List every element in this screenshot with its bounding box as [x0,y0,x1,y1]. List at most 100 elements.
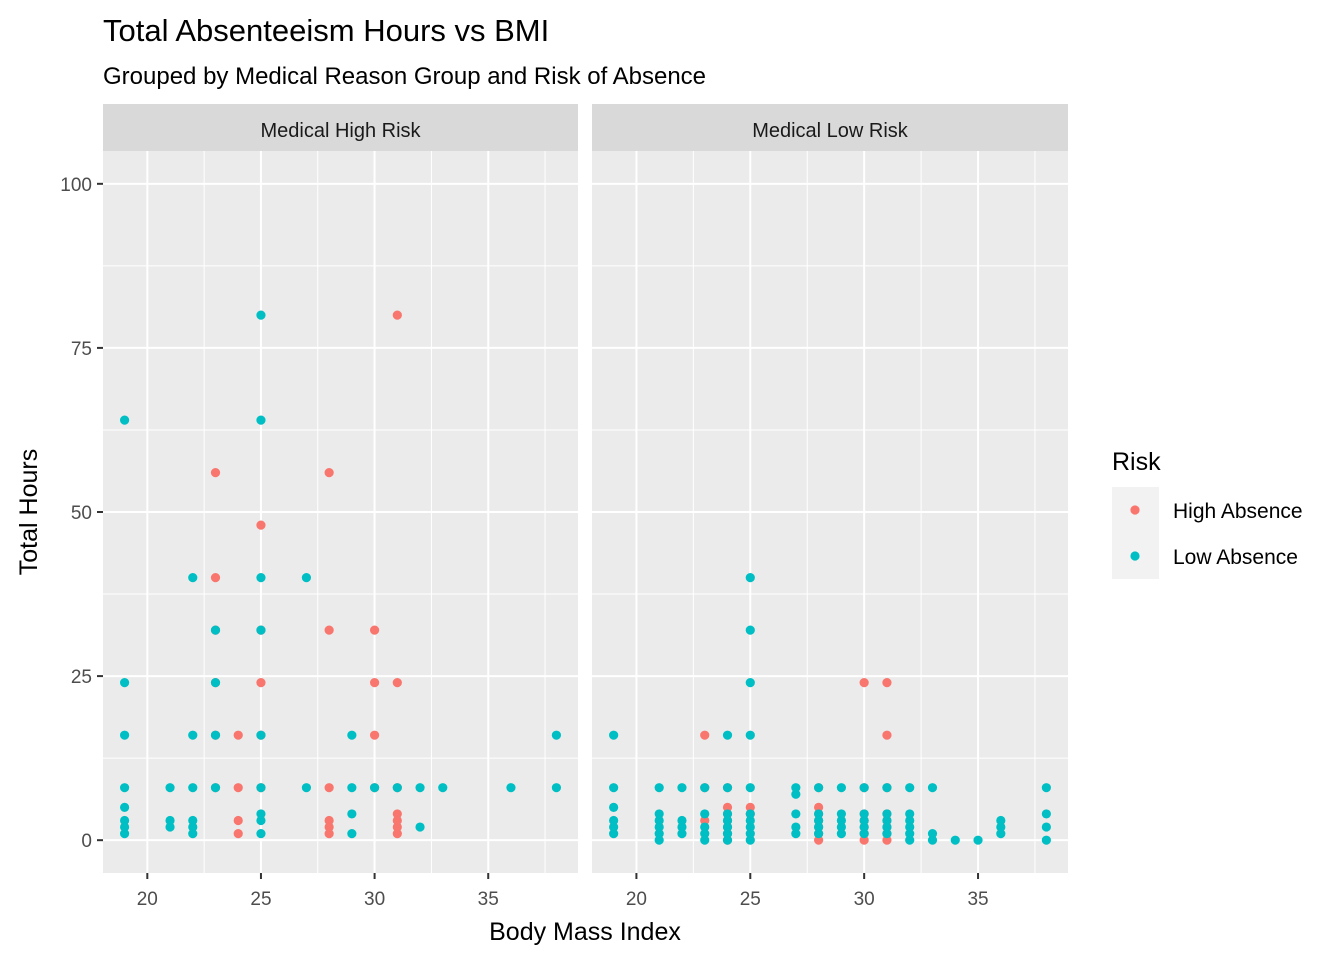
data-point [210,783,221,793]
legend-entries: High Absence Low Absence [1130,500,1303,569]
panel-2-x-tick-label: 25 [740,889,761,910]
data-point [119,783,130,793]
data-point [882,730,892,740]
data-point [324,468,334,478]
data-point [347,730,357,740]
data-point [722,822,733,832]
data-point [905,835,915,845]
panel-2: Medical Low Risk 20 25 30 35 [592,104,1068,910]
data-point [700,822,710,832]
data-point [609,783,619,793]
data-point [324,822,334,832]
data-point [347,809,357,819]
panel-2-strip-label: Medical Low Risk [752,120,909,142]
data-point [882,783,892,793]
data-point [415,783,425,793]
y-axis-label: Total Hours [15,449,43,575]
data-point [700,835,710,845]
data-point [791,809,801,819]
data-point [677,829,687,839]
data-point [745,829,755,839]
data-point [745,783,755,793]
data-point [745,802,755,812]
legend-label-1: High Absence [1173,500,1303,523]
data-point [859,678,869,688]
data-point [609,822,619,832]
data-point [609,802,619,812]
data-point [745,678,755,688]
data-point [722,809,733,819]
panel-2-x-tick-label: 35 [967,889,988,910]
panel-1-x-tick-label: 35 [478,889,499,910]
legend: Risk High Absence Low Absence [1112,448,1303,579]
data-point [950,835,960,845]
data-point [700,815,710,826]
data-point [814,809,824,819]
data-point [882,822,892,832]
data-point [677,783,687,793]
data-point [927,829,938,839]
data-point [551,783,562,793]
data-point [973,835,983,845]
data-point [996,822,1006,832]
data-point [700,809,710,819]
chart-title: Total Absenteeism Hours vs BMI [103,13,549,48]
data-point [392,829,402,839]
data-point [677,815,687,826]
data-point [814,802,824,812]
data-point [256,310,266,320]
data-point [165,815,175,826]
data-point [722,802,733,812]
data-point [256,573,266,583]
panel-2-series [609,573,1051,845]
data-point [233,815,243,826]
data-point [791,822,801,832]
data-point [859,809,869,819]
panel-1-strip-label: Medical High Risk [260,120,421,142]
data-point [859,783,869,793]
data-point [654,829,664,839]
data-point [347,829,357,839]
data-point [745,815,755,826]
data-point [233,730,243,740]
data-point [256,730,266,740]
data-point [700,829,710,839]
data-point [369,783,380,793]
data-point [905,829,915,839]
data-point [700,730,710,740]
data-point [256,678,266,688]
chart-subtitle: Grouped by Medical Reason Group and Risk… [103,63,706,90]
data-point [1041,809,1051,819]
data-point [791,789,801,799]
data-point [722,730,733,740]
data-point [119,829,130,839]
data-point [256,815,266,826]
data-point [188,783,198,793]
data-point [791,783,801,793]
data-point [609,815,619,826]
data-point [256,783,266,793]
data-point [119,415,130,425]
y-tick-label: 25 [71,667,92,688]
data-point [188,573,198,583]
data-point [745,573,755,583]
data-point [654,783,664,793]
data-point [324,815,334,826]
data-point [256,415,266,425]
data-point [369,625,380,635]
data-point [882,815,892,826]
data-point [791,829,801,839]
data-point [882,678,892,688]
data-point [905,809,915,819]
panel-1-x-tick-label: 30 [364,889,385,910]
data-point [347,783,357,793]
data-point [814,815,824,826]
data-point [210,573,221,583]
panel-1-strip [103,104,578,151]
data-point [927,783,938,793]
data-point [119,802,130,812]
data-point [814,835,824,845]
data-point [882,829,892,839]
